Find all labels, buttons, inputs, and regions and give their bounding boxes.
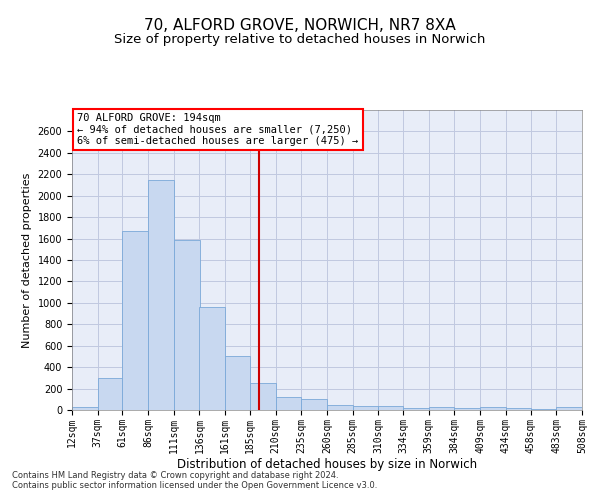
Bar bbox=[225, 356, 250, 410]
Bar bbox=[72, 408, 98, 410]
Bar bbox=[403, 408, 429, 410]
Y-axis label: Number of detached properties: Number of detached properties bbox=[22, 172, 32, 348]
Bar bbox=[148, 180, 174, 410]
Bar bbox=[301, 400, 327, 410]
Text: Size of property relative to detached houses in Norwich: Size of property relative to detached ho… bbox=[115, 32, 485, 46]
Bar bbox=[556, 408, 582, 410]
Bar bbox=[353, 406, 379, 410]
Bar bbox=[275, 397, 301, 410]
Bar bbox=[199, 307, 225, 410]
Bar bbox=[506, 408, 530, 410]
Bar bbox=[327, 404, 353, 410]
Bar bbox=[379, 406, 403, 410]
Bar bbox=[174, 240, 199, 410]
Text: Contains public sector information licensed under the Open Government Licence v3: Contains public sector information licen… bbox=[12, 480, 377, 490]
Bar bbox=[480, 408, 506, 410]
X-axis label: Distribution of detached houses by size in Norwich: Distribution of detached houses by size … bbox=[177, 458, 477, 471]
Text: 70, ALFORD GROVE, NORWICH, NR7 8XA: 70, ALFORD GROVE, NORWICH, NR7 8XA bbox=[144, 18, 456, 32]
Bar bbox=[250, 383, 275, 410]
Bar bbox=[429, 407, 455, 410]
Bar bbox=[455, 408, 480, 410]
Text: 70 ALFORD GROVE: 194sqm
← 94% of detached houses are smaller (7,250)
6% of semi-: 70 ALFORD GROVE: 194sqm ← 94% of detache… bbox=[77, 113, 358, 146]
Bar bbox=[98, 378, 122, 410]
Bar bbox=[122, 231, 148, 410]
Text: Contains HM Land Registry data © Crown copyright and database right 2024.: Contains HM Land Registry data © Crown c… bbox=[12, 470, 338, 480]
